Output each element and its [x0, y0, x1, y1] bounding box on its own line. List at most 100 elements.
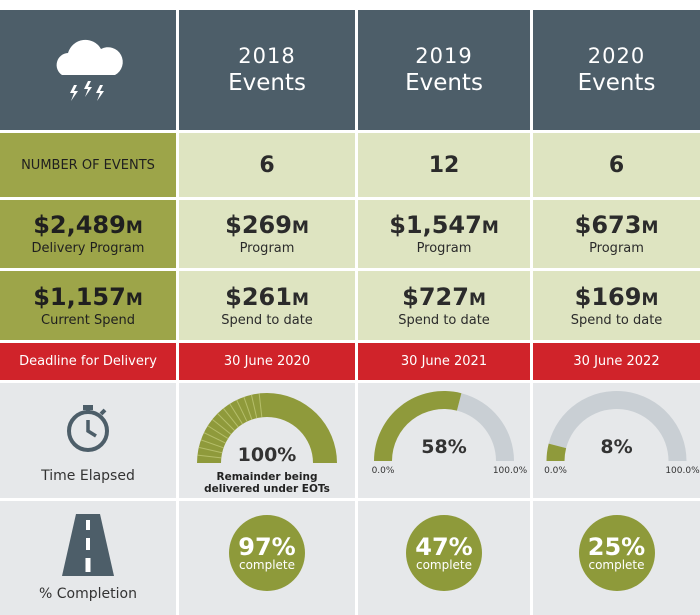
amount-value: $673 [574, 211, 642, 239]
gauge-tick [211, 418, 232, 435]
time-label-cell: Time Elapsed [0, 383, 176, 498]
year: 2019 [415, 44, 473, 68]
gauge-min: 0.0% [544, 466, 567, 476]
year-header: 2018 Events [179, 10, 355, 130]
amount-unit: M [641, 218, 659, 238]
gauge-max: 100.0% [665, 466, 700, 476]
row-label: Deadline for Delivery [19, 354, 157, 369]
amount-unit: M [125, 289, 143, 310]
event-count: 6 [259, 152, 275, 178]
amount: $727M [402, 284, 486, 313]
amount-unit: M [291, 289, 309, 310]
gauge-tick [200, 439, 224, 449]
completion-label-cell: % Completion [0, 501, 176, 615]
events-cell: 12 [358, 133, 530, 197]
amount-label: Spend to date [570, 312, 663, 328]
amount-value: $1,547 [389, 211, 482, 239]
gauge-tick [258, 393, 263, 418]
amount-value: $261 [225, 282, 292, 311]
completion-badge: 25% complete [578, 515, 655, 591]
gauge: 8% 0.0% 100.0% [544, 390, 700, 476]
gauge-value: 8% [600, 436, 632, 458]
amount: $169M [575, 284, 659, 313]
gauge-note: Remainder being delivered under EOTs [204, 471, 330, 495]
completion-label: complete [415, 557, 473, 572]
amount-value: $169 [574, 282, 642, 311]
year-label: Events [228, 70, 306, 96]
amount-value: $269 [225, 211, 292, 239]
amount-value: $727 [402, 282, 469, 311]
row-label: Time Elapsed [41, 468, 135, 484]
amount-label: Program [416, 241, 472, 256]
gauge-elapsed [197, 393, 337, 463]
year: 2018 [238, 44, 296, 68]
gauge-min: 0.0% [372, 466, 395, 476]
amount: $1,547M [389, 212, 499, 241]
storm-icon [56, 39, 123, 101]
deadline-cell: 30 June 2021 [358, 343, 530, 380]
deadline-cell: 30 June 2022 [533, 343, 700, 380]
gauge-value: 100% [238, 444, 297, 466]
amount-unit: M [125, 218, 143, 238]
deadline-cell: 30 June 2020 [179, 343, 355, 380]
events-label-cell: NUMBER OF EVENTS [0, 133, 176, 197]
deadline-date: 30 June 2020 [223, 354, 311, 369]
stopwatch-icon [67, 405, 109, 452]
amount: $261M [225, 284, 309, 313]
gauge: 100% Remainder being delivered under EOTs [197, 393, 337, 495]
gauge-remainder [548, 390, 687, 461]
events-cell: 6 [533, 133, 700, 197]
gauge-tick [217, 413, 235, 431]
spend-cell: $261M Spend to date [179, 271, 355, 340]
gauge-tick [236, 399, 248, 422]
event-count: 12 [428, 152, 460, 178]
completion-badge: 97% complete [229, 515, 305, 591]
gauge: 58% 0.0% 100.0% [372, 391, 528, 476]
deadline-label-cell: Deadline for Delivery [0, 343, 176, 380]
year-label: Events [577, 70, 656, 96]
amount: $2,489M [33, 212, 143, 241]
amount-unit: M [481, 218, 499, 238]
gauge-tick [207, 425, 229, 439]
gauge-remainder [456, 393, 514, 461]
amount-label: Program [589, 241, 644, 256]
gauge-tick [197, 454, 222, 459]
amount-value: $1,157 [33, 282, 126, 311]
completion-percent: 47% [415, 532, 473, 561]
amount-label: Spend to date [398, 312, 490, 328]
gauge-elapsed [374, 391, 462, 461]
amount: $673M [575, 212, 659, 241]
program-cell: $673M Program [533, 200, 700, 268]
amount-label: Program [239, 241, 295, 256]
gauge-tick [222, 407, 239, 428]
gauge-tick [250, 394, 258, 419]
spend-cell: $727M Spend to date [358, 271, 530, 340]
program-cell: $269M Program [179, 200, 355, 268]
amount-value: $2,489 [33, 211, 126, 239]
year: 2020 [587, 44, 646, 68]
program-total-cell: $2,489M Delivery Program [0, 200, 176, 268]
gauge-max: 100.0% [493, 466, 528, 476]
gauge-tick [203, 432, 226, 444]
spend-total-cell: $1,157M Current Spend [0, 271, 176, 340]
completion-percent: 25% [587, 532, 646, 561]
deadline-date: 30 June 2022 [573, 354, 660, 369]
note-line: Remainder being [216, 471, 317, 483]
amount: $269M [225, 212, 309, 241]
event-count: 6 [608, 152, 625, 178]
gauge-cell: 8% 0.0% 100.0% [533, 383, 700, 498]
amount-unit: M [468, 289, 486, 310]
completion-cell: 25% complete [533, 501, 700, 615]
gauge-tick [229, 403, 243, 425]
gauge-value: 58% [421, 436, 466, 458]
completion-badge: 47% complete [406, 515, 482, 591]
amount: $1,157M [33, 284, 143, 313]
completion-cell: 47% complete [358, 501, 530, 615]
gauge-cell: 100% Remainder being delivered under EOTs [179, 383, 355, 498]
amount-label: Delivery Program [31, 241, 145, 256]
gauge-tick [198, 446, 223, 454]
deadline-date: 30 June 2021 [400, 354, 488, 369]
amount-unit: M [291, 218, 309, 238]
year-label: Events [405, 70, 483, 96]
